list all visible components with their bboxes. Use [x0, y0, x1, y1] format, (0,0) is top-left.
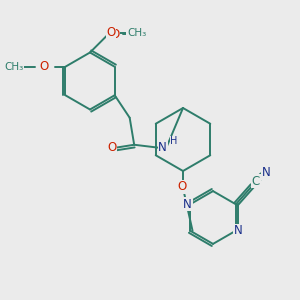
- Text: O: O: [110, 28, 119, 41]
- Text: N: N: [234, 224, 243, 237]
- Text: N: N: [183, 198, 192, 211]
- Text: CH₃: CH₃: [5, 62, 24, 72]
- Text: O: O: [107, 141, 116, 154]
- Text: H: H: [170, 136, 178, 146]
- Text: C: C: [252, 175, 260, 188]
- Text: O: O: [177, 180, 186, 193]
- Text: O: O: [40, 60, 49, 73]
- Text: N: N: [158, 141, 167, 154]
- Text: CH₃: CH₃: [127, 28, 146, 38]
- Text: O: O: [106, 26, 116, 40]
- Text: N: N: [262, 166, 270, 179]
